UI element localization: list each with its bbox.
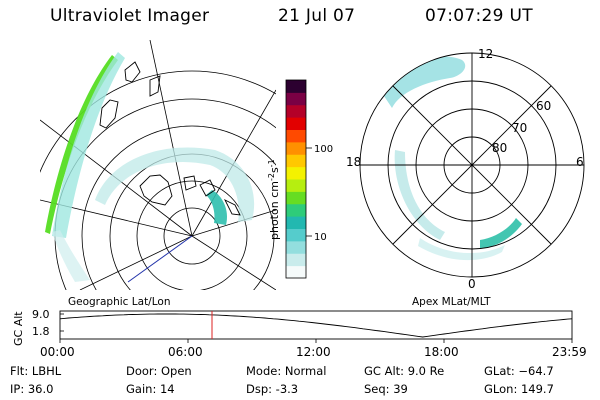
geo-coastline xyxy=(223,198,241,216)
altitude-curve xyxy=(59,313,573,338)
timeline-xtick: 12:00 xyxy=(296,345,331,359)
apex-mlt-12: 12 xyxy=(478,47,493,61)
geo-meridian xyxy=(149,40,193,237)
geo-meridian xyxy=(191,209,276,237)
colorbar-swatch xyxy=(286,117,306,130)
apex-aurora-bright xyxy=(480,218,522,248)
geo-coastline xyxy=(99,99,119,129)
geo-lat-circle xyxy=(81,125,276,290)
colorbar-swatch xyxy=(286,92,306,106)
colorbar-swatch xyxy=(286,80,306,93)
info-glon: GLon: 149.7 xyxy=(484,382,554,396)
geo-meridian xyxy=(79,235,193,290)
geo-lat-circle xyxy=(40,70,276,173)
geo-coastline xyxy=(149,75,161,97)
timeline-frame xyxy=(59,310,573,340)
info-glat: GLat: −64.7 xyxy=(484,364,554,378)
apex-lat-60: 60 xyxy=(536,99,551,113)
colorbar-tick-10: 10 xyxy=(314,232,327,243)
colorbar-tick-100: 100 xyxy=(314,144,333,155)
geo-meridian xyxy=(191,235,276,290)
apex-lat-70: 70 xyxy=(512,121,527,135)
colorbar-swatch xyxy=(286,179,306,192)
apex-mlt-18: 18 xyxy=(346,155,361,169)
apex-panel-caption: Apex MLat/MLT xyxy=(412,296,491,308)
geo-aurora-halo xyxy=(52,52,125,238)
geo-panel-caption: Geographic Lat/Lon xyxy=(68,296,171,308)
colorbar-swatch xyxy=(286,154,306,168)
apex-aurora-left xyxy=(394,150,445,240)
geo-coastline xyxy=(199,179,216,197)
info-gc-alt: GC Alt: 9.0 Re xyxy=(364,364,445,378)
colorbar-swatch xyxy=(286,265,306,279)
info-gain: Gain: 14 xyxy=(126,382,175,396)
timeline-xtick: 23:59 xyxy=(552,345,587,359)
timeline-ytick-9: 9.0 xyxy=(32,308,50,321)
geo-aurora-patch xyxy=(52,230,90,282)
apex-aurora-lower xyxy=(418,238,505,261)
colorbar-swatch xyxy=(286,203,306,217)
colorbar-swatch xyxy=(286,129,306,143)
colorbar-swatch xyxy=(286,166,306,180)
geo-coastline xyxy=(124,61,141,83)
info-ip: IP: 36.0 xyxy=(10,382,54,396)
timeline-xtick: 18:00 xyxy=(424,345,459,359)
apex-aurora-top xyxy=(380,56,466,108)
timeline-ytick-1-8: 1.8 xyxy=(32,325,50,338)
info-mode: Mode: Normal xyxy=(246,364,327,378)
geo-lat-circle xyxy=(163,207,221,265)
colorbar-swatch xyxy=(286,240,306,254)
info-door: Door: Open xyxy=(126,364,192,378)
time-label: 07:07:29 UT xyxy=(425,6,533,26)
colorbar-swatch xyxy=(286,104,306,118)
geo-aurora-oval xyxy=(95,147,255,222)
colorbar-swatch xyxy=(286,216,306,229)
colorbar-swatch xyxy=(286,228,306,242)
geo-coastline xyxy=(183,175,197,191)
timeline-y-axis-label: GC Alt xyxy=(12,311,25,346)
geo-aurora-band xyxy=(45,55,118,234)
geo-direction-line xyxy=(127,235,193,283)
apex-meridian-diag xyxy=(392,85,552,245)
timeline-xtick: 06:00 xyxy=(168,345,203,359)
colorbar-swatch xyxy=(286,253,306,267)
apex-mlt-0: 0 xyxy=(468,277,476,291)
info-dsp: Dsp: -3.3 xyxy=(246,382,299,396)
geo-lat-circle xyxy=(136,180,248,290)
info-seq: Seq: 39 xyxy=(364,382,408,396)
colorbar-swatch xyxy=(286,141,306,155)
info-filter: Flt: LBHL xyxy=(10,364,62,378)
timeline-xtick: 00:00 xyxy=(40,345,75,359)
apex-lat-80: 80 xyxy=(492,141,507,155)
date-label: 21 Jul 07 xyxy=(278,6,356,26)
geo-aurora-bright xyxy=(206,190,228,225)
geo-coastline xyxy=(139,174,173,206)
apex-mlt-6: 6 xyxy=(576,155,584,169)
colorbar xyxy=(285,79,307,279)
colorbar-swatch xyxy=(286,191,306,205)
instrument-title: Ultraviolet Imager xyxy=(50,6,210,26)
colorbar-unit-label: photon cm-2s-1 xyxy=(267,159,281,240)
